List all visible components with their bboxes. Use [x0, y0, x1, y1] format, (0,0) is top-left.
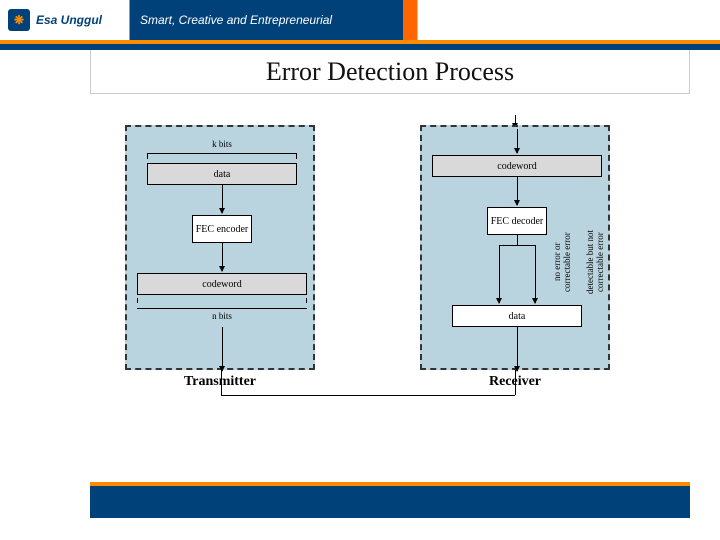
- transmitter-panel: Transmitter k bits data FEC encoder code…: [125, 125, 315, 370]
- tx-arrow-1: [222, 185, 223, 213]
- rx-split-stem: [517, 235, 518, 245]
- rx-split-h: [499, 245, 535, 246]
- footer-bar: [90, 482, 690, 518]
- tagline: Smart, Creative and Entrepreneurial: [140, 13, 332, 27]
- rx-arrow-1: [517, 177, 518, 205]
- rx-path2-label: detectable but not correctable error: [585, 222, 605, 302]
- tx-exit-arrow: [222, 327, 223, 371]
- receiver-panel: Receiver codeword FEC decoder no error o…: [420, 125, 610, 370]
- rx-data-box: data: [452, 305, 582, 327]
- fec-encoder-box: FEC encoder: [192, 215, 252, 243]
- rx-entry-arrow: [517, 129, 518, 153]
- kbits-brace: [147, 153, 297, 159]
- logo-mark-icon: ❋: [8, 9, 30, 31]
- tx-codeword-box: codeword: [137, 273, 307, 295]
- page-title: Error Detection Process: [266, 57, 514, 87]
- nbits-brace: [137, 303, 307, 309]
- diagram: Transmitter k bits data FEC encoder code…: [110, 115, 630, 435]
- kbits-brace-label: k bits: [147, 139, 297, 149]
- rx-path1-label: no error or correctable error: [552, 222, 572, 302]
- title-band: Error Detection Process: [90, 50, 690, 94]
- fec-decoder-box: FEC decoder: [487, 207, 547, 235]
- rx-codeword-box: codeword: [432, 155, 602, 177]
- header-accent-bar: [0, 40, 720, 50]
- tx-rx-link-h: [221, 395, 515, 396]
- rx-arrow-right: [535, 245, 536, 303]
- nbits-brace-label: n bits: [137, 311, 307, 321]
- logo: ❋ Esa Unggul: [8, 9, 102, 31]
- tx-data-box: data: [147, 163, 297, 185]
- transmitter-label: Transmitter: [127, 374, 313, 390]
- rx-arrow-left: [499, 245, 500, 303]
- header-bar: ❋ Esa Unggul Smart, Creative and Entrepr…: [0, 0, 720, 40]
- tx-arrow-2: [222, 243, 223, 271]
- rx-exit-arrow: [517, 327, 518, 371]
- receiver-label: Receiver: [422, 374, 608, 390]
- logo-text: Esa Unggul: [36, 13, 102, 27]
- tx-rx-link-down: [221, 370, 222, 395]
